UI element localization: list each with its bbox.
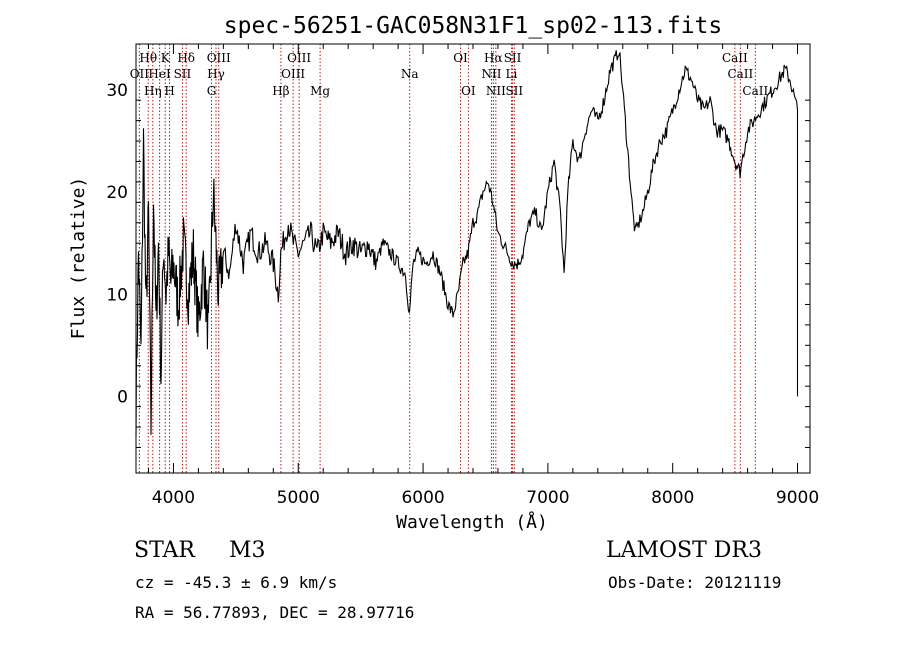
x-tick-label: 4000 [152,488,195,508]
y-tick-label: 20 [106,183,128,203]
x-tick-label: 6000 [401,488,444,508]
x-tick-label: 7000 [526,488,569,508]
line-label-Mg: Mg [310,84,330,98]
x-axis-label: Wavelength (Å) [396,511,548,533]
x-tick-label: 5000 [277,488,320,508]
line-label-OI-6363: OI [461,84,476,98]
y-tick-label: 30 [106,81,128,101]
line-label-H-eta: Hη [144,84,162,98]
line-labels: Hθ OII Hη K HeI H Hδ SII OIII Hγ G Hβ OIII OIII Mg Na OI… [130,51,769,98]
redshift-readout: cz = -45.3 ± 6.9 km/s [135,573,338,592]
line-label-HeI: HeI [148,67,171,81]
subclass-label: M3 [229,538,266,563]
x-tick-label: 9000 [776,488,819,508]
line-label-H-beta: Hβ [272,84,289,98]
line-label-OII: OII [130,67,150,81]
line-label-SII-6731: SII [505,84,523,98]
line-label-NII-6548: NII [481,67,501,81]
line-label-OIII-4363: OIII [207,51,231,65]
line-label-H-theta: Hθ [139,51,157,65]
line-label-NII-6583: NII [486,84,506,98]
line-label-Na: Na [401,67,419,81]
line-label-CaII-8662: CaII [742,84,768,98]
line-label-CaII-8498: CaII [722,51,748,65]
y-tick-label: 10 [106,285,128,305]
line-label-H-delta: Hδ [177,51,195,65]
x-tick-label: 8000 [651,488,694,508]
spectrum-series-line [135,50,799,438]
line-label-OIII-5007: OIII [287,51,311,65]
survey-label: LAMOST DR3 [606,538,762,563]
line-label-SII-4072: SII [174,67,192,81]
line-label-Li: Li [506,67,518,81]
plot-frame [135,43,811,474]
class-label: STAR [134,538,195,563]
line-label-H-alpha: Hα [484,51,503,65]
obs-date-readout: Obs-Date: 20121119 [608,573,782,592]
coordinates-readout: RA = 56.77893, DEC = 28.97716 [135,603,415,622]
y-tick-label: 0 [117,387,128,407]
line-label-K: K [161,51,171,65]
chart-title: spec-56251-GAC058N31F1_sp02-113.fits [224,13,723,39]
line-label-H-gamma: Hγ [207,67,225,81]
line-label-H: H [164,84,174,98]
line-label-G: G [207,84,217,98]
line-label-OI-6300: OI [453,51,468,65]
line-label-CaII-8542: CaII [727,67,753,81]
plot-axes: 4000 5000 6000 7000 8000 9000 0 10 20 30 [106,43,819,508]
line-label-SII-6717: SII [504,51,522,65]
object-class: STAR M3 [134,538,266,563]
y-axis-label: Flux (relative) [68,177,89,340]
line-label-OIII-4959: OIII [281,67,305,81]
